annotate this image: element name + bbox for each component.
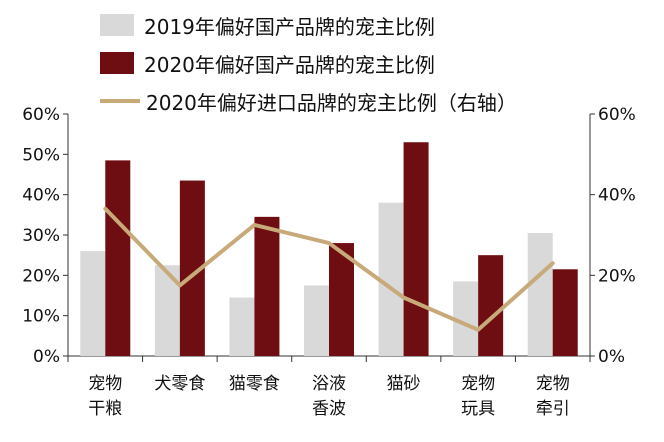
y-left-tick-label: 30% (22, 226, 60, 246)
x-category-label: 香波 (312, 399, 346, 419)
x-category-label: 宠物 (536, 374, 570, 394)
bar-2019-domestic (378, 202, 404, 356)
y-left-tick-label: 50% (22, 145, 60, 165)
bar-2019-domestic (304, 285, 329, 356)
line-2020-imported (103, 206, 555, 332)
y-left-tick-label: 40% (22, 186, 60, 206)
y-left-tick-label: 10% (22, 307, 60, 327)
legend-line-2020-imported (100, 99, 140, 103)
y-left-tick-label: 0% (33, 347, 60, 367)
x-category-label: 宠物 (461, 374, 495, 394)
x-category-label: 宠物 (88, 374, 122, 394)
legend-label-2019-domestic: 2019年偏好国产品牌的宠主比例 (144, 14, 435, 39)
x-category-label: 浴液 (312, 374, 346, 394)
bar-2020-domestic (329, 243, 354, 356)
legend: 2019年偏好国产品牌的宠主比例 2020年偏好国产品牌的宠主比例 2020年偏… (100, 6, 517, 120)
y-right-tick-label: 60% (598, 105, 636, 125)
x-category-label: 猫零食 (229, 374, 280, 394)
y-right-tick-label: 0% (598, 347, 625, 367)
legend-item-2019-domestic: 2019年偏好国产品牌的宠主比例 (100, 6, 517, 44)
y-left-tick-label: 60% (22, 105, 60, 125)
bar-2020-domestic (478, 255, 504, 356)
x-category-label: 牵引 (536, 399, 570, 419)
legend-label-2020-imported: 2020年偏好进口品牌的宠主比例（右轴） (146, 90, 517, 115)
y-right-tick-label: 20% (598, 266, 636, 286)
bar-2020-domestic (254, 216, 280, 356)
legend-item-2020-imported: 2020年偏好进口品牌的宠主比例（右轴） (100, 82, 517, 120)
y-left-tick-label: 20% (22, 266, 60, 286)
legend-label-2020-domestic: 2020年偏好国产品牌的宠主比例 (144, 52, 435, 77)
y-right-tick-label: 40% (598, 186, 636, 206)
legend-swatch-2020-domestic (100, 52, 134, 74)
bar-2020-domestic (105, 160, 131, 356)
legend-item-2020-domestic: 2020年偏好国产品牌的宠主比例 (100, 44, 517, 82)
legend-swatch-2019-domestic (100, 14, 134, 36)
x-category-label: 干粮 (88, 399, 122, 419)
bar-2020-domestic (403, 142, 429, 356)
bar-2020-domestic (552, 269, 578, 356)
bar-2019-domestic (527, 232, 553, 356)
bar-2019-domestic (80, 251, 106, 356)
bar-2019-domestic (229, 297, 255, 356)
x-category-label: 猫砂 (387, 374, 421, 394)
x-category-label: 玩具 (461, 399, 495, 419)
x-category-label: 犬零食 (154, 374, 205, 394)
